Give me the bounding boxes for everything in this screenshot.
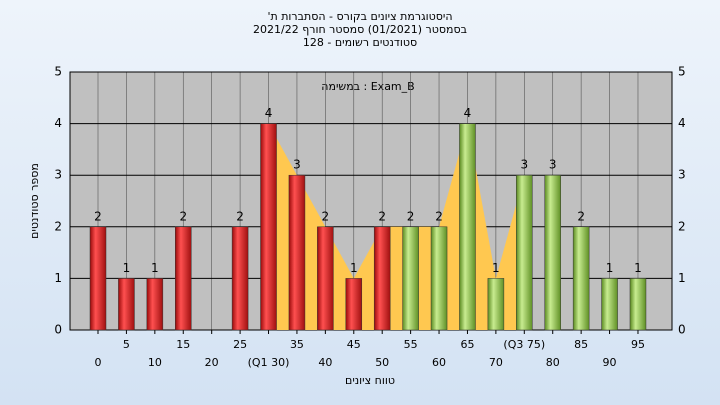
y-tick-label: 0 — [678, 323, 686, 337]
data-label: 1 — [123, 261, 131, 275]
bar — [146, 278, 164, 331]
bar — [629, 278, 647, 331]
x-tick-label: 65 — [460, 338, 474, 351]
subtitle: סטודנטים רשומים - 128 — [303, 36, 417, 49]
bar — [516, 174, 533, 331]
bar — [487, 278, 505, 331]
x-tick-label: 90 — [603, 356, 617, 369]
data-label: 2 — [236, 209, 244, 223]
bar — [89, 226, 107, 331]
bar — [572, 226, 590, 331]
x-tick-label: 55 — [404, 338, 418, 351]
data-label: 1 — [350, 261, 358, 275]
bar — [373, 226, 391, 331]
x-tick-label: 5 — [123, 338, 130, 351]
x-tick-label: 20 — [205, 356, 219, 369]
x-tick-label: 50 — [375, 356, 389, 369]
data-label: 1 — [151, 261, 159, 275]
data-label: 3 — [549, 158, 557, 172]
y-tick-label: 0 — [54, 323, 62, 337]
x-tick-label: 45 — [347, 338, 361, 351]
x-tick-label: 60 — [432, 356, 446, 369]
x-axis-title: טווח ציונים — [345, 374, 395, 387]
bar — [459, 123, 476, 331]
bar — [345, 278, 363, 331]
annotation: במשימה : Exam_B — [321, 80, 414, 93]
data-label: 2 — [577, 209, 585, 223]
y-tick-label: 3 — [678, 168, 686, 182]
y-tick-label: 4 — [54, 116, 62, 130]
y-tick-label: 2 — [678, 219, 686, 233]
y-tick-label: 3 — [54, 168, 62, 182]
x-tick-label: (Q1 30) — [248, 356, 290, 369]
bar — [601, 278, 618, 331]
bar — [402, 226, 419, 331]
x-tick-label: 40 — [318, 356, 332, 369]
bar — [288, 174, 306, 331]
title: היסטוגרמת ציונים בקורס - הסתברות ת' — [267, 10, 452, 23]
y-tick-label: 1 — [54, 271, 62, 285]
x-tick-label: 25 — [233, 338, 247, 351]
data-label: 2 — [179, 209, 187, 223]
bar — [317, 226, 334, 331]
data-label: 3 — [293, 158, 301, 172]
bar — [430, 226, 448, 331]
x-tick-label: 15 — [176, 338, 190, 351]
data-label: 2 — [322, 209, 330, 223]
data-label: 1 — [492, 261, 500, 275]
data-label: 2 — [407, 209, 415, 223]
x-tick-label: 0 — [95, 356, 102, 369]
x-tick-label: 10 — [148, 356, 162, 369]
subtitle: בסמסטר (01/2021) סמסטר חורף 2021/22 — [253, 23, 467, 36]
data-label: 3 — [520, 158, 528, 172]
y-tick-label: 5 — [678, 65, 686, 79]
x-tick-label: 70 — [489, 356, 503, 369]
bar — [544, 174, 561, 331]
y-tick-label: 4 — [678, 116, 686, 130]
bar — [260, 123, 277, 331]
bar — [175, 226, 192, 331]
x-tick-label: (Q3 75) — [503, 338, 545, 351]
y-axis-title: מספר סטודנטים — [28, 163, 41, 239]
data-label: 4 — [265, 106, 273, 120]
y-tick-label: 2 — [54, 219, 62, 233]
x-tick-label: 85 — [574, 338, 588, 351]
data-label: 2 — [94, 209, 102, 223]
bar — [118, 278, 135, 331]
data-label: 1 — [634, 261, 642, 275]
y-tick-label: 5 — [54, 65, 62, 79]
bar — [231, 226, 249, 331]
data-label: 4 — [464, 106, 472, 120]
x-tick-label: 35 — [290, 338, 304, 351]
x-tick-label: 80 — [546, 356, 560, 369]
data-label: 1 — [606, 261, 614, 275]
y-tick-label: 1 — [678, 271, 686, 285]
x-tick-label: 95 — [631, 338, 645, 351]
data-label: 2 — [435, 209, 443, 223]
data-label: 2 — [378, 209, 386, 223]
